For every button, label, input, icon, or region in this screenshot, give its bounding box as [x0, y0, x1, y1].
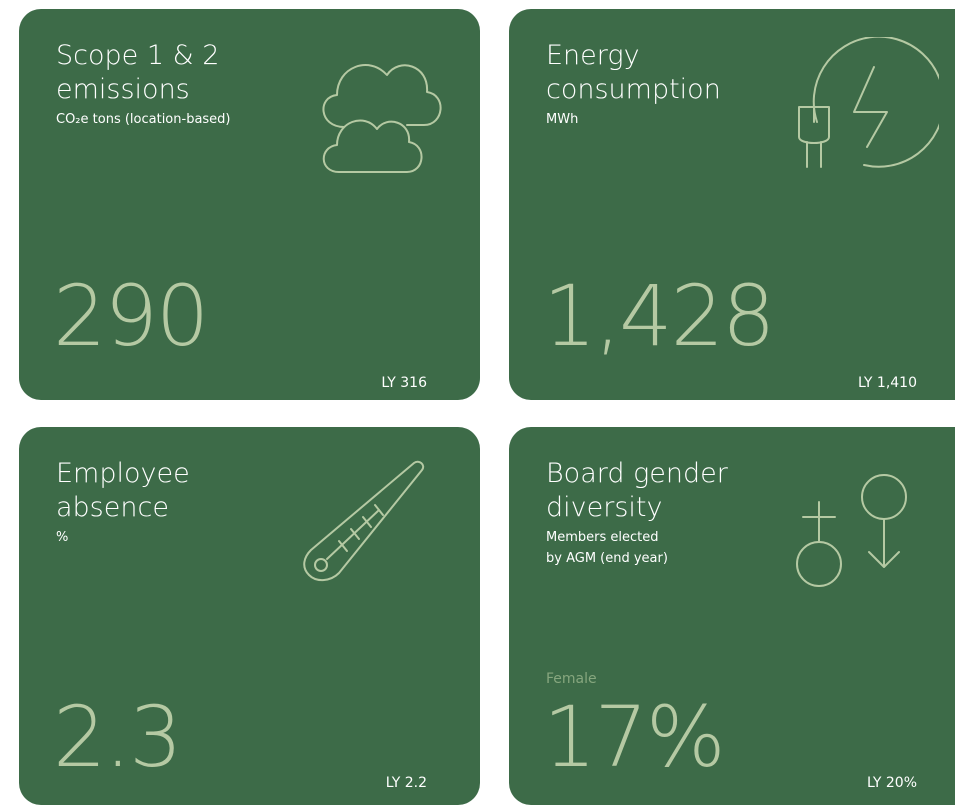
last-year: LY 1,410	[857, 375, 917, 391]
card-title: Scope 1 & 2 emissions	[56, 40, 220, 105]
card-subtitle: %	[56, 530, 69, 545]
value-label: Female	[546, 671, 597, 687]
card-value: 290	[53, 267, 209, 365]
last-year: LY 2.2	[385, 775, 427, 791]
last-year: LY 316	[381, 375, 427, 391]
card-title: Board gender diversity	[546, 458, 728, 523]
cloud-icon	[322, 64, 442, 173]
card-title: Employee absence	[56, 458, 190, 523]
last-year: LY 20%	[866, 775, 917, 791]
card-value: 1,428	[543, 267, 775, 365]
card-value: 17%	[543, 688, 726, 786]
card-subtitle: Members elected by AGM (end year)	[546, 530, 668, 566]
card-subtitle: MWh	[546, 112, 579, 127]
gender-icon	[796, 474, 907, 587]
plug-icon	[798, 37, 939, 168]
card: Employee absence % 2.3 LY 2.2	[19, 427, 480, 805]
card-subtitle: CO₂e tons (location-based)	[56, 112, 231, 127]
card-title: Energy consumption	[546, 40, 721, 105]
card: Energy consumption MWh 1,428 LY 1,410	[509, 9, 955, 400]
card: Board gender diversity Members elected b…	[509, 427, 955, 805]
card-value: 2.3	[53, 688, 183, 786]
card: Scope 1 & 2 emissions CO₂e tons (locatio…	[19, 9, 480, 400]
thermometer-icon	[303, 460, 425, 581]
